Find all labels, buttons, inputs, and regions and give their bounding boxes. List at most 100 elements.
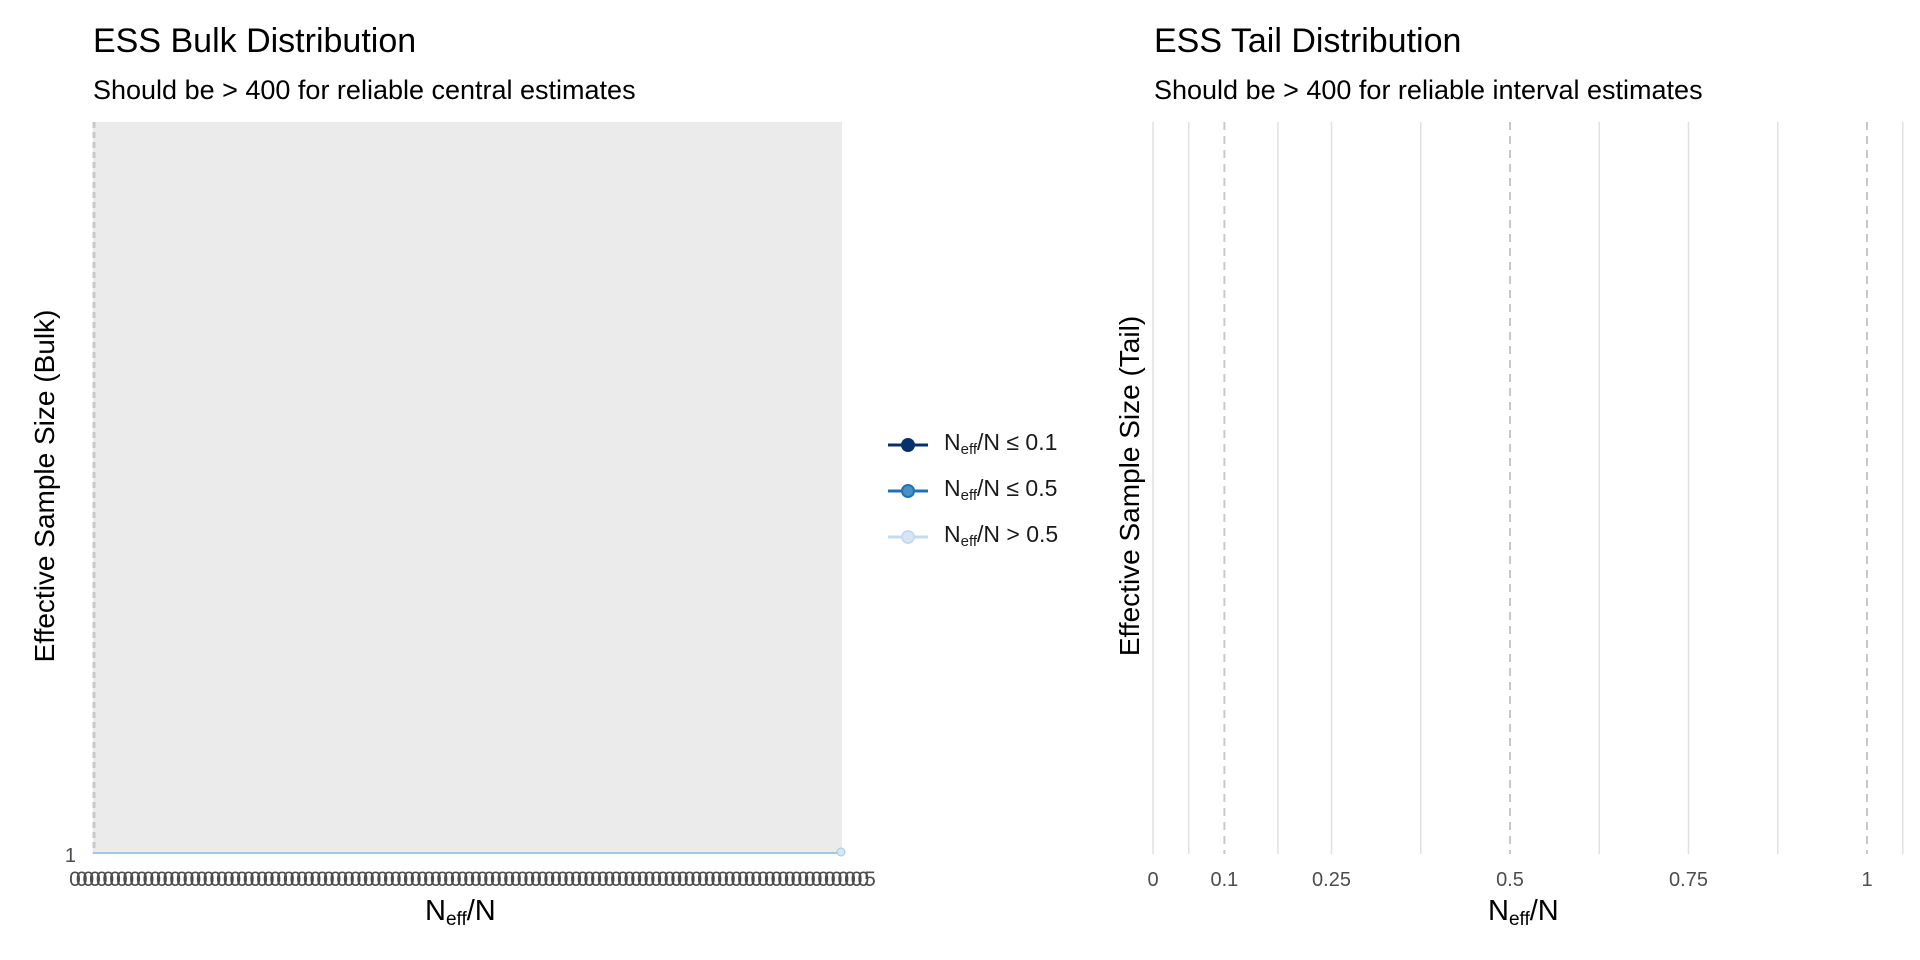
- left-x-axis-label: Neff/N: [425, 895, 496, 931]
- left-x-tick-label: 0: [804, 868, 816, 891]
- legend-item: Neff/N ≤ 0.5: [888, 471, 1088, 517]
- left-x-tick-label: 0: [704, 868, 716, 891]
- left-x-tick-label: 0: [103, 868, 115, 891]
- left-x-tick-label: 0: [617, 868, 629, 891]
- left-x-tick-label: 0: [537, 868, 549, 891]
- left-x-tick-label: 0: [737, 868, 749, 891]
- right-chart-title: ESS Tail Distribution: [1154, 22, 1462, 60]
- left-x-tick-label: 0: [189, 868, 201, 891]
- left-x-tick-label: 0: [757, 868, 769, 891]
- left-x-tick-label: 0: [203, 868, 215, 891]
- left-x-tick-label: 0: [630, 868, 642, 891]
- left-x-tick-label: 0: [397, 868, 409, 891]
- right-x-tick-labels: 0 0.1 0.25 0.5 0.75 1: [1147, 869, 1872, 891]
- left-x-tick-label: 0: [724, 868, 736, 891]
- left-x-tick-label: 0: [430, 868, 442, 891]
- legend-key-icon: [888, 530, 928, 544]
- left-x-tick-label: 0: [183, 868, 195, 891]
- left-x-tick-label: 0: [604, 868, 616, 891]
- left-x-axis-label-sub: eff: [445, 909, 467, 930]
- left-x-tick-label: 0: [523, 868, 535, 891]
- left-x-tick-label: 0: [577, 868, 589, 891]
- right-x-tick-label: 0.5: [1496, 869, 1524, 891]
- left-x-tick-label: 0: [831, 868, 843, 891]
- left-x-tick-label: 0: [764, 868, 776, 891]
- right-x-axis-label: Neff/N: [1488, 895, 1559, 931]
- left-x-tick-label: 0: [383, 868, 395, 891]
- left-x-tick-label: 0: [83, 868, 95, 891]
- left-x-tick-label: 0: [637, 868, 649, 891]
- legend-item: Neff/N ≤ 0.1: [888, 425, 1088, 471]
- left-x-tick-label: 0: [490, 868, 502, 891]
- left-x-tick-label: 0: [797, 868, 809, 891]
- left-x-tick-label: 0: [590, 868, 602, 891]
- right-x-tick-label: 0: [1147, 869, 1158, 891]
- left-x-tick-label: 5: [864, 868, 876, 891]
- left-x-tick-label: 0: [677, 868, 689, 891]
- left-x-tick-label: 0: [290, 868, 302, 891]
- left-x-tick-label: 0: [229, 868, 241, 891]
- left-x-tick-label: 0: [323, 868, 335, 891]
- left-x-tick-label: 0: [697, 868, 709, 891]
- left-x-tick-label: 0: [463, 868, 475, 891]
- left-x-tick-label: 0: [390, 868, 402, 891]
- left-x-tick-label: 0: [163, 868, 175, 891]
- legend-label: Neff/N > 0.5: [944, 521, 1059, 550]
- legend-key-icon: [888, 484, 928, 498]
- left-x-tick-label: 0: [557, 868, 569, 891]
- right-x-axis-label-tail: /N: [1529, 895, 1559, 927]
- left-x-tick-label: 0: [123, 868, 135, 891]
- right-chart-subtitle: Should be > 400 for reliable interval es…: [1154, 75, 1703, 105]
- left-x-tick-label: 0: [330, 868, 342, 891]
- left-x-tick-label: 0: [744, 868, 756, 891]
- left-x-tick-label: 0: [303, 868, 315, 891]
- left-x-tick-label: 0: [243, 868, 255, 891]
- left-x-tick-label: 0: [664, 868, 676, 891]
- left-x-tick-label: 0: [69, 868, 81, 891]
- left-x-tick-label: 0: [310, 868, 322, 891]
- left-x-tick-label: 0: [650, 868, 662, 891]
- left-x-tick-label: 0: [477, 868, 489, 891]
- left-x-tick-label: 0: [116, 868, 128, 891]
- left-chart-title: ESS Bulk Distribution: [93, 22, 417, 60]
- left-x-tick-label: 0: [156, 868, 168, 891]
- left-x-tick-label: 0: [343, 868, 355, 891]
- left-x-tick-label: 0: [363, 868, 375, 891]
- right-x-axis-label-main: N: [1488, 895, 1509, 927]
- right-x-tick-label: 0.75: [1669, 869, 1708, 891]
- left-x-tick-label: 0: [410, 868, 422, 891]
- left-x-tick-label: 0: [143, 868, 155, 891]
- left-x-tick-label: 0: [149, 868, 161, 891]
- left-series-point: [836, 847, 846, 857]
- left-x-tick-label: 0: [423, 868, 435, 891]
- left-x-tick-label: 0: [450, 868, 462, 891]
- left-x-tick-label: 0: [811, 868, 823, 891]
- left-x-tick-label: 0: [844, 868, 856, 891]
- left-x-tick-label: 0: [376, 868, 388, 891]
- left-y-tick-label: 1: [65, 845, 76, 867]
- left-x-tick-label: 0: [731, 868, 743, 891]
- left-x-tick-label: 0: [543, 868, 555, 891]
- right-x-tick-label: 1: [1861, 869, 1872, 891]
- right-grid-lines: [1152, 122, 1904, 854]
- left-x-tick-label: 0: [370, 868, 382, 891]
- left-x-tick-label: 0: [684, 868, 696, 891]
- left-x-tick-label: 0: [791, 868, 803, 891]
- left-x-tick-label: 0: [403, 868, 415, 891]
- left-x-tick-label: 0: [817, 868, 829, 891]
- left-x-tick-label: 0: [597, 868, 609, 891]
- left-x-tick-label: 0: [316, 868, 328, 891]
- left-x-tick-label: 0: [276, 868, 288, 891]
- left-x-tick-label: 0: [564, 868, 576, 891]
- left-x-tick-label: 0: [223, 868, 235, 891]
- left-x-tick-label: 0: [777, 868, 789, 891]
- left-x-tick-label: 0: [570, 868, 582, 891]
- right-x-tick-label: 0.1: [1210, 869, 1238, 891]
- left-x-tick-label: 0: [457, 868, 469, 891]
- left-chart-plot: 1 00000000000000000000000000000000000000…: [65, 122, 876, 891]
- left-x-tick-label: 0: [717, 868, 729, 891]
- left-x-tick-label: 0: [417, 868, 429, 891]
- left-x-tick-label: 0: [89, 868, 101, 891]
- left-x-tick-label: 0: [610, 868, 622, 891]
- left-x-tick-label: 0: [270, 868, 282, 891]
